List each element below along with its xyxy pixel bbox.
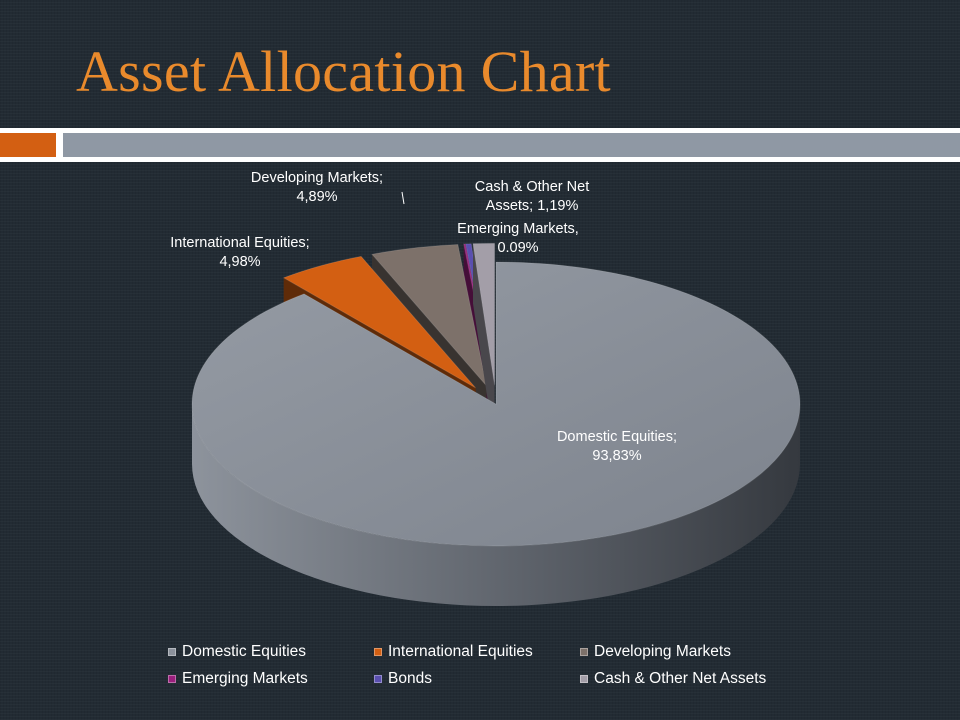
legend-item: Emerging Markets [168, 670, 374, 688]
data-label-developing-markets: Developing Markets; 4,89% [251, 170, 383, 205]
data-label-domestic-equities: Domestic Equities; 93,83% [557, 429, 677, 464]
legend-item: Bonds [374, 670, 580, 688]
legend-item: Developing Markets [580, 643, 788, 661]
legend-label: Domestic Equities [182, 642, 307, 660]
legend-label: International Equities [388, 642, 533, 660]
header-bar [63, 133, 960, 157]
legend-swatch [374, 647, 382, 656]
legend-swatch [168, 674, 176, 683]
legend-row: Domestic Equities International Equities D… [168, 638, 788, 665]
legend-swatch [374, 674, 382, 683]
legend-label: Cash & Other Net Assets [594, 669, 767, 687]
accent-bar [0, 133, 56, 157]
data-label-emerging-markets: Emerging Markets, 0.09% [457, 221, 579, 256]
legend-row: Emerging Markets Bonds Cash & Other Net As… [168, 665, 788, 692]
pie-slice-domestic-equities [191, 261, 801, 606]
data-label-cash-other-net-assets: Cash & Other Net Assets; 1,19% [475, 179, 589, 214]
legend-swatch [168, 647, 176, 656]
leader-line [401, 191, 405, 205]
legend-label: Emerging Markets [182, 669, 308, 687]
legend-item: International Equities [374, 643, 580, 661]
legend-swatch [580, 647, 588, 656]
data-label-international-equities: International Equities; 4,98% [170, 235, 309, 270]
legend-label: Bonds [388, 669, 432, 687]
slide-title: Asset Allocation Chart [76, 39, 611, 104]
pie-slice-cash-other-net-assets [472, 242, 496, 446]
legend-item: Cash & Other Net Assets [580, 670, 788, 688]
legend-item: Domestic Equities [168, 643, 374, 661]
chart-legend: Domestic Equities International Equities D… [168, 638, 788, 692]
legend-label: Developing Markets [594, 642, 731, 660]
legend-swatch [580, 674, 588, 683]
